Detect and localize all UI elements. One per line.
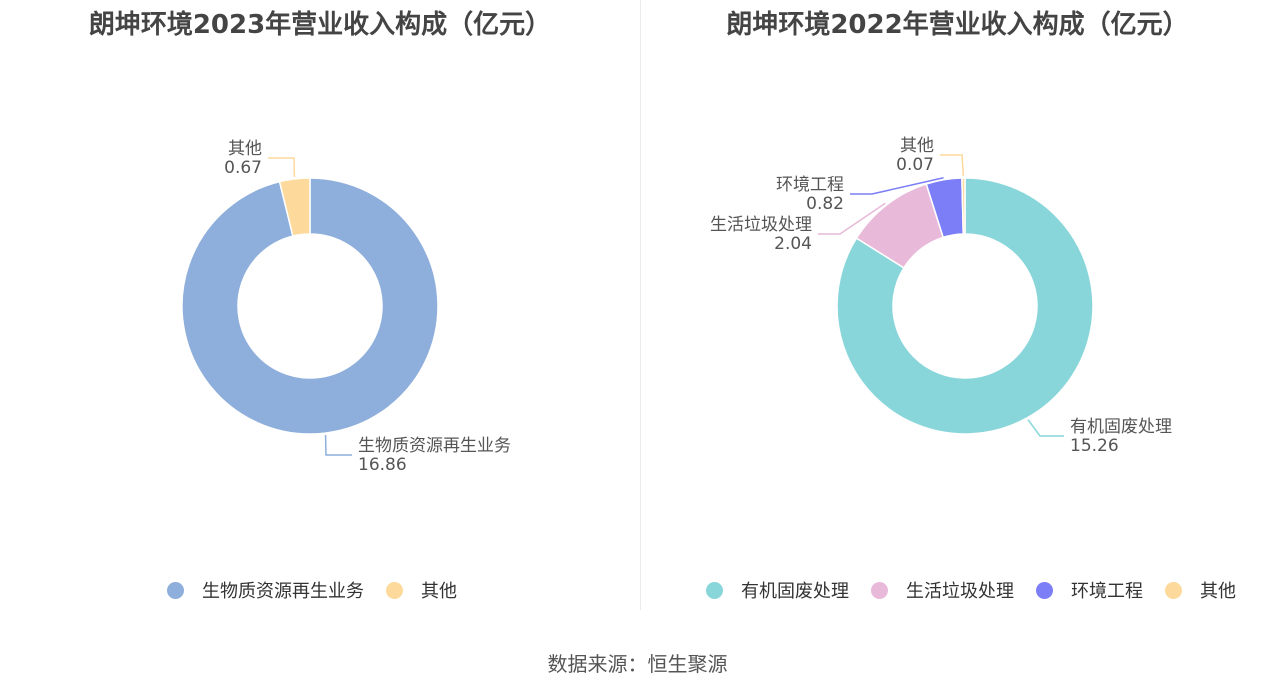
- slice-2023-slice-1[interactable]: [278, 177, 311, 237]
- slice-2022-label-value-1: 2.04: [774, 234, 812, 254]
- legend-label-organic: 有机固废处理: [741, 581, 849, 602]
- chart-title-2022: 朗坤环境2022年营业收入构成（亿元）: [726, 10, 1189, 40]
- legend-swatch-living: [871, 581, 888, 599]
- slice-2022-label-name-0: 有机固废处理: [1070, 417, 1172, 437]
- slice-2022-leader-3: [940, 154, 965, 177]
- legend-swatch-organic: [706, 581, 723, 599]
- legend-swatch-other-2022: [1165, 581, 1182, 599]
- legend-swatch-env: [1036, 581, 1053, 599]
- legend-item-other-2022[interactable]: 其他: [1165, 577, 1236, 603]
- legend-label-other-2023: 其他: [421, 581, 457, 602]
- legend-item-bio[interactable]: 生物质资源再生业务: [167, 577, 364, 603]
- legend-swatch-bio: [167, 581, 184, 599]
- chart-divider: [640, 0, 641, 610]
- legend-label-env: 环境工程: [1071, 581, 1143, 602]
- slice-2023-label-name-0: 生物质资源再生业务: [358, 436, 511, 456]
- slice-2023-slice-0[interactable]: [181, 177, 439, 435]
- slice-2022-label-value-0: 15.26: [1070, 436, 1119, 456]
- legend-label-bio: 生物质资源再生业务: [202, 581, 364, 602]
- legend-label-living: 生活垃圾处理: [906, 581, 1014, 602]
- data-source: 数据来源：恒生聚源: [547, 652, 728, 676]
- slice-2023-leader-0: [324, 435, 352, 456]
- slice-2023-label-value-0: 16.86: [358, 455, 407, 475]
- slice-2022-label-name-3: 其他: [900, 136, 934, 156]
- chart-title-2023: 朗坤环境2023年营业收入构成（亿元）: [88, 10, 552, 40]
- slice-2022-leader-2: [850, 177, 944, 195]
- slice-2022-leader-0: [1027, 419, 1064, 437]
- slice-2023-label-name-1: 其他: [228, 139, 262, 159]
- legend-2022: 有机固废处理 生活垃圾处理 环境工程 其他: [706, 577, 1236, 603]
- slice-2022-label-value-2: 0.82: [806, 194, 844, 214]
- legend-2023: 生物质资源再生业务 其他: [167, 577, 457, 603]
- legend-item-env[interactable]: 环境工程: [1036, 577, 1143, 603]
- legend-label-other-2022: 其他: [1200, 581, 1236, 602]
- legend-item-other-2023[interactable]: 其他: [386, 577, 457, 603]
- legend-item-organic[interactable]: 有机固废处理: [706, 577, 849, 603]
- slice-2022-label-name-2: 环境工程: [776, 175, 844, 195]
- slice-2023-label-value-1: 0.67: [224, 158, 262, 178]
- slice-2022-slice-3[interactable]: [961, 177, 966, 235]
- slice-2022-label-name-1: 生活垃圾处理: [710, 215, 812, 235]
- legend-swatch-other-2023: [386, 581, 403, 599]
- legend-item-living[interactable]: 生活垃圾处理: [871, 577, 1014, 603]
- slice-2023-leader-1: [268, 157, 296, 177]
- slice-2022-slice-0[interactable]: [836, 177, 1094, 435]
- slice-2022-label-value-3: 0.07: [896, 155, 934, 175]
- slice-2022-leader-1: [818, 202, 886, 235]
